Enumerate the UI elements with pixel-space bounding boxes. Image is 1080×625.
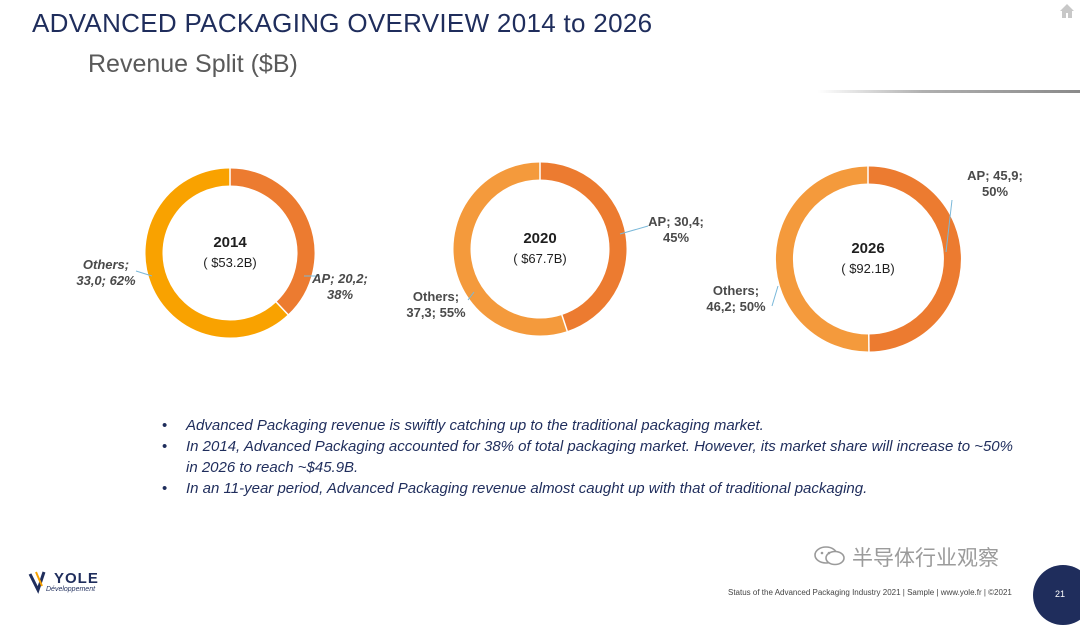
leader-line bbox=[772, 286, 778, 306]
bullet-item: •In an 11-year period, Advanced Packagin… bbox=[162, 478, 1022, 499]
page-number: 21 bbox=[1055, 589, 1065, 599]
donut-slice-ap-2020 bbox=[540, 171, 618, 323]
donut-center-total: ( $92.1B) bbox=[841, 261, 894, 276]
bullet-marker: • bbox=[162, 436, 167, 457]
bullet-list: •Advanced Packaging revenue is swiftly c… bbox=[162, 415, 1022, 499]
bullet-item: •Advanced Packaging revenue is swiftly c… bbox=[162, 415, 1022, 436]
donut-slice-ap-2026 bbox=[868, 175, 952, 343]
donut-slice-others-2014 bbox=[154, 177, 282, 329]
bullet-marker: • bbox=[162, 415, 167, 436]
footer-text: Status of the Advanced Packaging Industr… bbox=[728, 588, 1012, 597]
donut-center-year: 2014 bbox=[213, 234, 247, 251]
wechat-icon bbox=[812, 544, 848, 568]
data-label-ap: AP; 45,9;50% bbox=[967, 168, 1023, 199]
bullet-item: •In 2014, Advanced Packaging accounted f… bbox=[162, 436, 1022, 478]
donut-slice-others-2020 bbox=[462, 171, 565, 327]
donut-center-total: ( $53.2B) bbox=[203, 255, 256, 270]
data-label-ap: AP; 20,2;38% bbox=[311, 271, 368, 302]
donut-charts: 2014 ( $53.2B) AP; 20,2;38% Others;33,0; 62… bbox=[0, 0, 1080, 400]
donut-center-year: 2020 bbox=[523, 230, 556, 247]
watermark-text: 半导体行业观察 bbox=[852, 542, 999, 572]
donut-center-year: 2026 bbox=[851, 240, 884, 257]
logo-subtitle: Développement bbox=[46, 586, 95, 593]
logo-name: YOLE bbox=[54, 570, 99, 587]
data-label-others: Others;46,2; 50% bbox=[706, 283, 766, 314]
donut-slice-others-2026 bbox=[784, 175, 868, 343]
data-label-others: Others;33,0; 62% bbox=[76, 257, 136, 288]
data-label-others: Others;37,3; 55% bbox=[406, 289, 466, 320]
data-label-ap: AP; 30,4;45% bbox=[648, 214, 704, 245]
bullet-marker: • bbox=[162, 478, 167, 499]
donut-center-total: ( $67.7B) bbox=[513, 251, 566, 266]
